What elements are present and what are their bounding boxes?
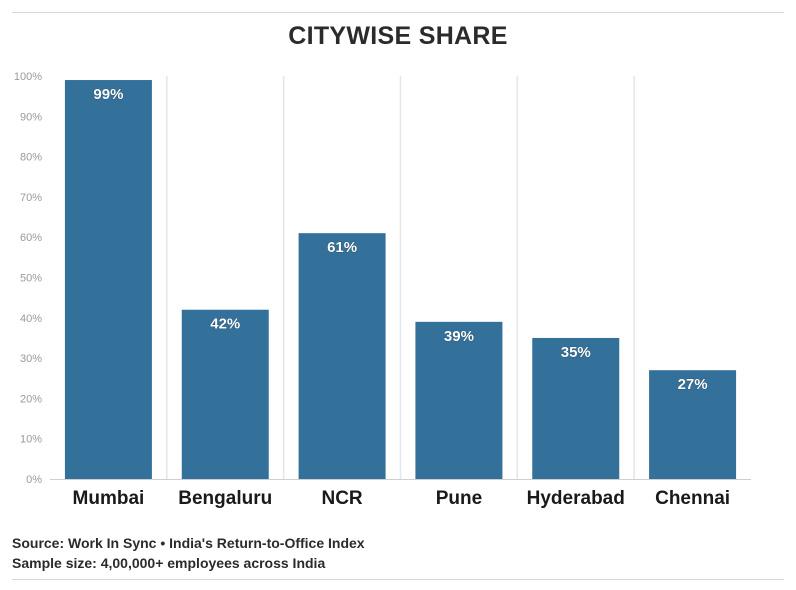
y-tick-label: 0% [26,474,42,486]
bar-chart: 0% 10% 20% 30% 40% 50% 60% 70% 80% 90% 100% 99% Mumb… [14,71,751,509]
y-tick-label: 80% [20,152,42,164]
x-tick-label: Pune [436,488,482,509]
top-divider [12,12,784,13]
x-tick-label: NCR [321,488,362,509]
bar-value-label: 61% [327,239,357,256]
y-tick-label: 90% [20,111,42,123]
bar-value-label: 42% [210,316,240,333]
bar-value-label: 35% [561,344,591,361]
bar [649,370,737,479]
y-tick-label: 30% [20,353,42,365]
y-tick-label: 100% [14,71,42,83]
bar [181,309,269,479]
y-tick-label: 70% [20,192,42,204]
x-tick-label: Mumbai [73,488,145,509]
bar [415,321,503,479]
bar [532,337,620,479]
y-tick-label: 40% [20,313,42,325]
x-tick-label: Hyderabad [527,488,625,509]
bar-value-label: 99% [93,86,123,103]
bottom-divider [12,579,784,580]
bar-value-label: 39% [444,328,474,345]
chart-title: CITYWISE SHARE [288,22,508,50]
source-note: Source: Work In Sync • India's Return-to… [12,535,365,551]
x-tick-label: Bengaluru [178,488,272,509]
bar-value-label: 27% [678,376,708,393]
bar [64,80,152,479]
bar [298,233,386,479]
x-tick-label: Chennai [655,488,730,509]
y-tick-label: 10% [20,434,42,446]
y-tick-label: 20% [20,393,42,405]
y-tick-label: 60% [20,232,42,244]
sample-size-note: Sample size: 4,00,000+ employees across … [12,555,326,571]
y-tick-label: 50% [20,273,42,285]
